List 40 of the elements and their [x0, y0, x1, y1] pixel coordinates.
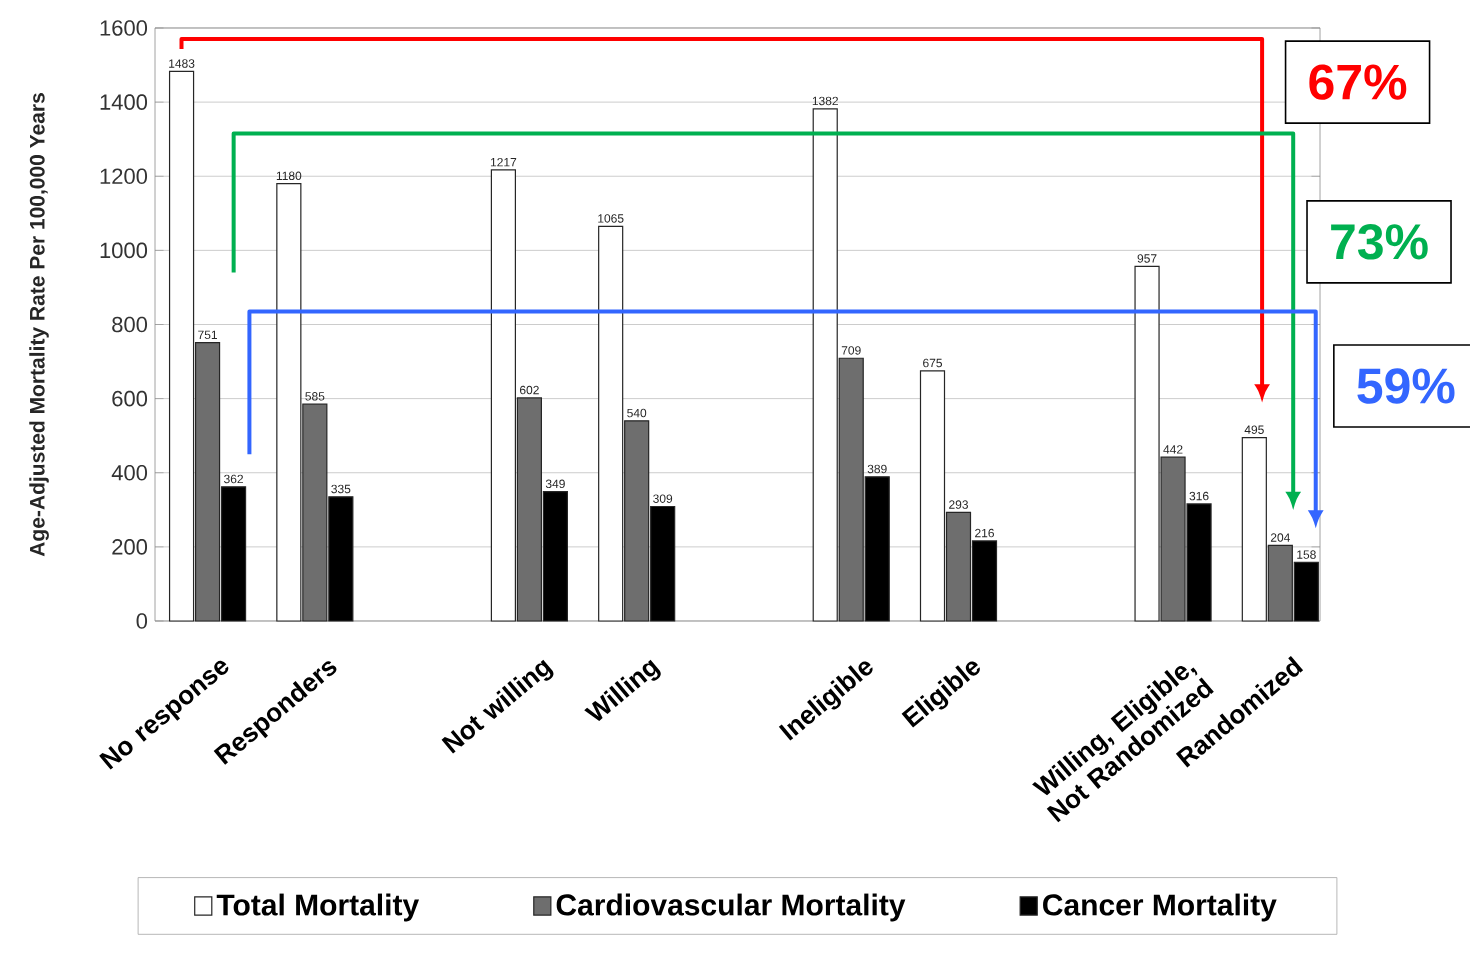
- data-label: 158: [1297, 550, 1316, 559]
- y-tick-label: 1600: [100, 20, 148, 36]
- data-label: 362: [224, 474, 243, 484]
- text: 59%: [1357, 368, 1455, 404]
- data-label: 1217: [490, 157, 517, 167]
- data-label: 309: [653, 494, 673, 503]
- data-label: 540: [627, 408, 647, 418]
- legend-label: Total Mortality: [216, 893, 420, 922]
- data-label: 204: [1270, 533, 1290, 542]
- data-label: 1483: [169, 59, 195, 68]
- data-label: 349: [545, 479, 565, 489]
- legend-label: Cancer Mortality: [1043, 893, 1277, 922]
- data-label: 1382: [812, 96, 838, 106]
- y-tick-label: 800: [112, 316, 148, 333]
- data-label: 216: [975, 528, 994, 538]
- data-label: 442: [1163, 445, 1183, 454]
- annotation: 67%: [1309, 64, 1407, 100]
- y-tick-label: 0: [136, 613, 148, 629]
- data-label: 293: [949, 500, 968, 509]
- y-tick-label: 1200: [100, 168, 148, 185]
- data-label: 1065: [598, 214, 624, 223]
- y-axis-title: Age-Adjusted Mortality Rate Per 100,000 Years: [29, 93, 49, 557]
- data-label: 751: [198, 330, 217, 340]
- data-label: 495: [1244, 425, 1264, 434]
- data-label: 675: [923, 358, 943, 368]
- y-tick-label: 400: [111, 464, 148, 481]
- data-label: 585: [305, 392, 325, 401]
- y-tick-label: 600: [112, 390, 148, 407]
- data-label: 602: [519, 385, 539, 395]
- legend-label: Cardiovascular Mortality: [556, 893, 906, 922]
- text: 73%: [1331, 224, 1428, 260]
- y-tick-label: 200: [112, 539, 148, 555]
- data-label: 389: [867, 464, 887, 474]
- data-label: 316: [1189, 491, 1209, 501]
- y-tick-label: 1000: [100, 242, 148, 259]
- data-label: 335: [331, 484, 351, 494]
- data-label: 957: [1137, 254, 1157, 263]
- data-label: 709: [841, 346, 861, 355]
- data-label: 1180: [276, 171, 302, 181]
- y-tick-label: 1400: [100, 94, 148, 110]
